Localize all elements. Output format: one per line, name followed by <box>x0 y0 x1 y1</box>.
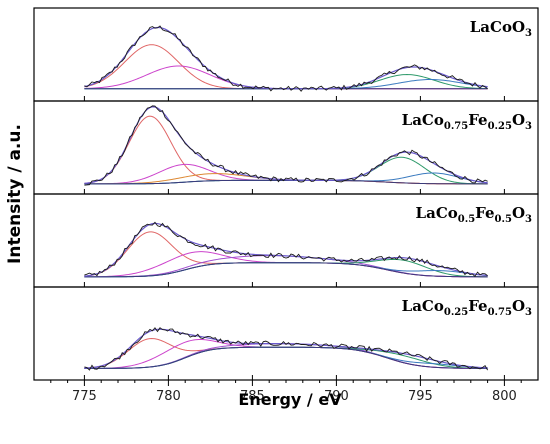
background-line <box>84 179 488 185</box>
background-line <box>84 262 488 278</box>
fit-envelope <box>84 106 488 184</box>
panel-label: LaCo0.25Fe0.75O3 <box>402 297 532 318</box>
panel-label: LaCo0.5Fe0.5O3 <box>416 204 532 225</box>
x-tick-label: 790 <box>324 389 349 404</box>
x-tick-label: 785 <box>240 389 265 404</box>
panel-3: LaCo0.5Fe0.5O3 <box>33 193 539 288</box>
panel-4: LaCo0.25Fe0.75O3 <box>33 286 539 381</box>
background-line <box>84 346 488 369</box>
experimental-spectrum <box>84 105 488 186</box>
panel-1: LaCoO3 <box>33 7 539 102</box>
x-tick-label: 795 <box>408 389 433 404</box>
component-co2-2p1-2 <box>84 262 488 278</box>
component-co2-2p3-2 <box>84 163 488 185</box>
panel-label: LaCo0.75Fe0.25O3 <box>402 111 532 132</box>
experimental-spectrum <box>84 221 488 278</box>
component-fe-feature <box>84 255 488 278</box>
component-co3-2p1-2 <box>84 74 488 90</box>
x-tick-label: 780 <box>156 389 181 404</box>
panel-label: LaCoO3 <box>470 18 532 39</box>
experimental-spectrum <box>84 327 488 371</box>
fit-envelope <box>84 222 488 277</box>
panel-2: LaCo0.75Fe0.25O3 <box>33 100 539 195</box>
component-co3-2p3-2 <box>84 338 488 369</box>
component-co3-2p3-2 <box>84 44 488 90</box>
x-tick-label: 800 <box>492 389 517 404</box>
component-co3-2p3-2 <box>84 231 488 278</box>
x-axis: 775 780 785 790 795 800 <box>50 380 522 404</box>
component-co2-2p1-2 <box>84 346 488 369</box>
component-co2-2p1-2 <box>84 79 488 90</box>
component-co3-2p1-2 <box>84 346 488 369</box>
x-axis-label: Energy / eV <box>238 390 342 409</box>
experimental-spectrum <box>84 25 488 92</box>
panels-group: LaCoO3 LaCo0.75Fe0.25O3 LaCo0.5Fe0.5O3 LaCo… <box>33 7 539 381</box>
x-tick-label: 775 <box>72 389 97 404</box>
y-axis-label: Intensity / a.u. <box>5 124 25 264</box>
